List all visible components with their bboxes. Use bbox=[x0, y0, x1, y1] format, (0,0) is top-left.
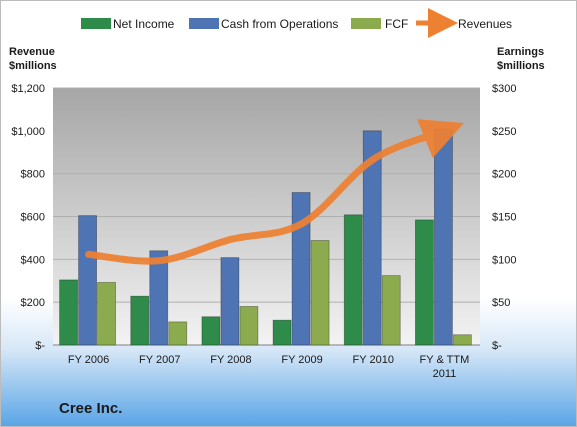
bar-fcf bbox=[97, 282, 116, 346]
bar-cash-from-operations bbox=[220, 257, 240, 346]
bar-fcf bbox=[310, 240, 330, 346]
right-tick-label: $50 bbox=[492, 297, 510, 309]
revenues-line-path bbox=[85, 119, 464, 265]
right-tick-label: $100 bbox=[492, 254, 516, 266]
legend-swatch-fcf bbox=[351, 18, 381, 29]
right-tick-label: $250 bbox=[492, 126, 516, 138]
legend-label-revenues: Revenues bbox=[458, 17, 512, 31]
x-tick-label: FY 2010 bbox=[353, 354, 394, 366]
right-axis-title-line1: Earnings bbox=[497, 46, 544, 58]
legend: Net Income Cash from Operations FCF Reve… bbox=[81, 8, 512, 38]
bar-net-income bbox=[59, 279, 78, 346]
bar-cash-from-operations bbox=[434, 128, 453, 346]
company-name: Cree Inc. bbox=[59, 400, 122, 417]
bar-net-income bbox=[415, 219, 434, 346]
left-tick-label: $400 bbox=[21, 254, 45, 266]
left-axis-title-line2: $millions bbox=[9, 60, 57, 72]
x-axis-ticks: FY 2006 FY 2007 FY 2008 FY 2009 FY 2010 FY & … bbox=[68, 354, 469, 380]
bar-net-income bbox=[130, 295, 150, 346]
x-tick-label: FY & TTM bbox=[420, 354, 470, 366]
bar-fcf bbox=[239, 306, 259, 346]
left-tick-label: $800 bbox=[21, 169, 45, 181]
bar-net-income bbox=[272, 319, 292, 346]
bar-fcf bbox=[168, 321, 188, 346]
bar-cash-from-operations bbox=[362, 130, 382, 346]
left-tick-label: $200 bbox=[21, 297, 45, 309]
x-tick-label: FY 2007 bbox=[139, 354, 180, 366]
bars bbox=[59, 128, 472, 346]
legend-label-fcf: FCF bbox=[385, 17, 408, 31]
left-tick-label: $1,000 bbox=[11, 126, 45, 138]
bar-net-income bbox=[343, 214, 363, 346]
right-axis-title-line2: $millions bbox=[497, 60, 545, 72]
legend-item-fcf: FCF bbox=[351, 17, 408, 31]
left-tick-label: $600 bbox=[21, 212, 45, 224]
legend-item-cash-from-operations: Cash from Operations bbox=[189, 17, 338, 31]
legend-swatch-net-income bbox=[81, 18, 111, 29]
legend-swatch-cash-from-operations bbox=[189, 18, 219, 29]
legend-label-net-income: Net Income bbox=[113, 17, 175, 31]
x-tick-label: FY 2008 bbox=[210, 354, 251, 366]
left-axis-ticks: $- $200 $400 $600 $800 $1,000 $1,200 bbox=[11, 83, 45, 352]
revenues-line bbox=[85, 119, 464, 265]
x-tick-label: FY 2006 bbox=[68, 354, 109, 366]
bar-cash-from-operations bbox=[149, 250, 169, 346]
legend-item-revenues: Revenues bbox=[416, 8, 512, 38]
right-axis-ticks: $- $50 $100 $150 $200 $250 $300 bbox=[492, 83, 516, 352]
bar-fcf bbox=[453, 334, 472, 346]
x-tick-label: 2011 bbox=[433, 368, 457, 380]
right-tick-label: $- bbox=[492, 340, 502, 352]
bar-cash-from-operations bbox=[291, 192, 311, 346]
right-tick-label: $200 bbox=[492, 169, 516, 181]
bar-net-income bbox=[201, 316, 221, 346]
bar-fcf bbox=[381, 275, 401, 346]
left-axis-title-line1: Revenue bbox=[9, 46, 55, 58]
legend-label-cash-from-operations: Cash from Operations bbox=[221, 17, 338, 31]
bar-cash-from-operations bbox=[78, 215, 97, 346]
left-tick-label: $1,200 bbox=[11, 83, 45, 95]
right-tick-label: $300 bbox=[492, 83, 516, 95]
left-tick-label: $- bbox=[35, 340, 45, 352]
right-tick-label: $150 bbox=[492, 212, 516, 224]
x-tick-label: FY 2009 bbox=[281, 354, 322, 366]
legend-item-net-income: Net Income bbox=[81, 17, 175, 31]
